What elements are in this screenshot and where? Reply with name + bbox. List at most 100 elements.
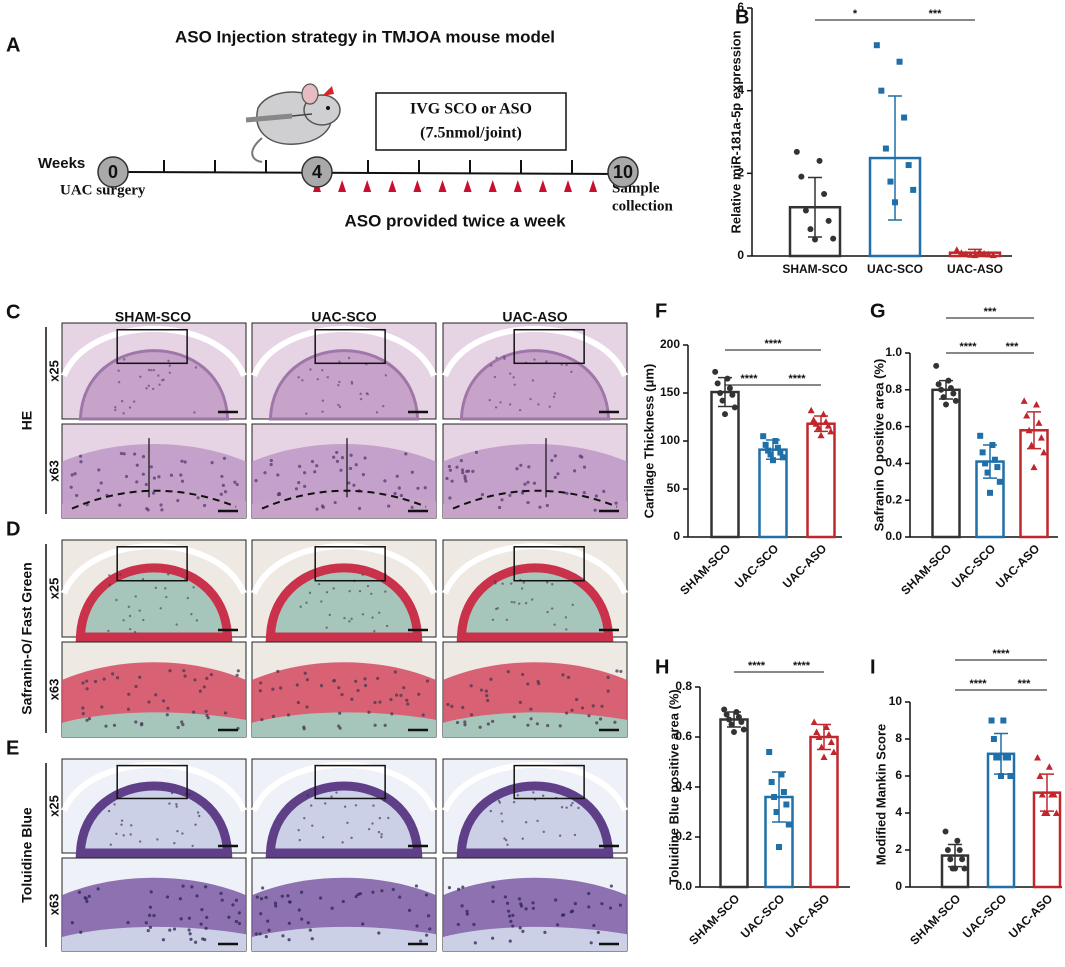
cell: [348, 589, 351, 593]
cell: [198, 689, 202, 693]
cell: [596, 930, 600, 935]
cell: [373, 630, 376, 633]
data-point: [995, 754, 1002, 761]
cell: [532, 481, 537, 485]
x-tick-label: UAC-SCO: [960, 891, 1009, 940]
data-point: [827, 738, 835, 745]
cell: [580, 455, 584, 459]
cell: [294, 487, 299, 491]
cell: [315, 507, 319, 511]
data-point: [772, 438, 779, 444]
panel-label: E: [6, 737, 19, 759]
cell: [550, 607, 554, 610]
cell: [502, 355, 506, 358]
bar: [758, 448, 788, 539]
cell: [572, 469, 577, 473]
y-tick-label: 1.0: [885, 345, 902, 359]
cell: [85, 679, 89, 683]
cell: [501, 582, 504, 585]
data-point: [822, 418, 830, 425]
cell: [276, 669, 280, 673]
cell: [223, 490, 228, 494]
cell: [202, 503, 207, 508]
data-point: [942, 828, 949, 835]
cell: [196, 496, 200, 500]
cell: [371, 616, 374, 619]
cell: [109, 843, 112, 846]
data-point: [1052, 809, 1060, 816]
injection-mark: [513, 180, 522, 192]
cell: [491, 899, 495, 904]
cell: [338, 711, 342, 715]
cell: [273, 901, 278, 905]
cell: [338, 360, 341, 363]
stain-label: HE: [19, 411, 35, 430]
cell: [488, 398, 491, 402]
cell: [135, 480, 139, 484]
cell: [147, 384, 150, 387]
cell: [161, 938, 166, 942]
cell: [520, 491, 525, 495]
cell: [493, 375, 497, 379]
cell: [133, 452, 137, 456]
error-bar: [718, 376, 732, 408]
cell: [159, 607, 162, 610]
cell: [158, 383, 161, 386]
cell: [473, 941, 477, 945]
cell: [310, 459, 315, 464]
cell: [493, 580, 497, 583]
cell: [498, 801, 502, 804]
data-point: [825, 217, 832, 224]
data-point: [1035, 419, 1043, 426]
cell: [189, 937, 193, 941]
cell: [536, 679, 540, 684]
cell: [333, 500, 337, 505]
data-point: [779, 454, 786, 461]
cell: [202, 685, 206, 689]
cell: [221, 483, 225, 487]
cell: [517, 897, 522, 901]
y-tick-label: 8: [895, 731, 902, 745]
cell: [179, 473, 183, 477]
cell: [619, 669, 623, 674]
data-point: [988, 717, 995, 724]
cell: [164, 587, 167, 590]
cell: [176, 829, 179, 833]
data-point: [977, 432, 984, 439]
cell: [347, 481, 351, 485]
cell: [302, 471, 307, 475]
cell: [325, 626, 328, 629]
cell: [465, 469, 469, 473]
x-tick-label: UAC-ASO: [1006, 891, 1055, 940]
cell: [385, 796, 388, 800]
cell: [296, 700, 300, 705]
cell: [234, 919, 238, 924]
cell: [536, 819, 539, 823]
data-point: [987, 489, 993, 496]
weeks-label: Weeks: [38, 155, 85, 172]
cell: [303, 671, 307, 675]
cell: [120, 399, 124, 403]
data-point: [762, 441, 769, 448]
data-point: [780, 789, 787, 795]
data-point: [827, 427, 835, 435]
cell: [308, 928, 312, 932]
cell: [463, 723, 467, 727]
cell: [391, 887, 395, 892]
cell: [220, 474, 224, 479]
cell: [332, 679, 336, 683]
data-point: [726, 385, 733, 392]
cell: [350, 382, 354, 385]
cell: [457, 887, 461, 891]
cell: [96, 488, 100, 493]
cell: [543, 930, 547, 934]
cell: [195, 894, 199, 898]
data-point: [991, 456, 998, 463]
cell: [300, 917, 304, 921]
data-point: [802, 207, 809, 214]
cell: [383, 723, 387, 727]
cell: [168, 802, 171, 805]
data-point: [721, 706, 728, 713]
cell: [134, 720, 138, 724]
magnification: x25: [46, 578, 61, 600]
